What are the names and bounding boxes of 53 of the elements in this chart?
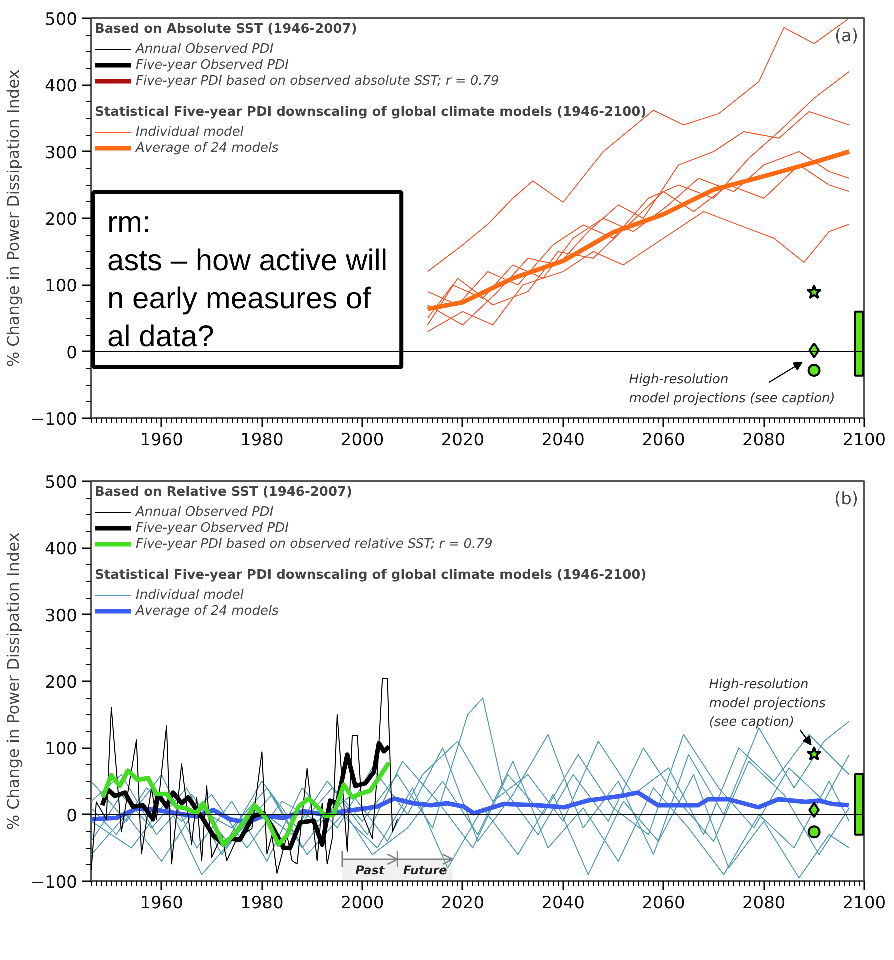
y-tick-label: 300 <box>45 606 78 626</box>
text: (a) <box>834 26 859 46</box>
x-tick-label: 2040 <box>542 430 585 450</box>
band-label: Past <box>356 864 386 878</box>
x-tick-label: 2020 <box>441 894 485 914</box>
x-tick-label: 2000 <box>340 894 384 914</box>
y-tick-label: 500 <box>45 10 78 30</box>
annotation: rm: asts – how active will n early measures of al data? <box>108 206 388 354</box>
annotation: High-resolution model projections (see caption) <box>629 372 836 406</box>
legend-label: Annual Observed PDI <box>136 41 274 57</box>
y-axis-title: % Change in Power Dissipation Index <box>4 70 23 368</box>
y-tick-label: 200 <box>45 673 78 693</box>
y-tick-label: −100 <box>30 873 78 893</box>
legend-label: Individual model <box>136 124 244 140</box>
legend-title: Based on Relative SST (1946-2007) <box>95 485 354 500</box>
y-tick-label: −100 <box>30 410 78 430</box>
x-tick-label: 2080 <box>742 430 786 450</box>
x-tick-label: 2020 <box>441 430 485 450</box>
legend-label: Average of 24 models <box>136 140 279 156</box>
y-tick-label: 100 <box>45 740 78 760</box>
y-tick-label: 300 <box>45 143 78 164</box>
legend-label: Five-year PDI based on observed relative SST; r = 0.79 <box>136 536 493 552</box>
x-tick-label: 2060 <box>642 430 686 450</box>
x-tick-label: 1980 <box>240 430 284 450</box>
x-tick-label: 2100 <box>842 430 886 450</box>
x-tick-label: 2100 <box>842 894 886 914</box>
y-tick-label: 500 <box>45 473 78 493</box>
x-tick-label: 1960 <box>140 430 184 450</box>
legend-label: Individual model <box>136 587 244 603</box>
legend-label: Average of 24 models <box>136 603 279 619</box>
text: Statistical Five-year PDI downscaling of global climate models (1946-2100) <box>95 105 647 120</box>
y-tick-label: 400 <box>45 76 78 97</box>
y-tick-label: 400 <box>45 540 78 560</box>
legend-label: Five-year PDI based on observed absolute SST; r = 0.79 <box>136 73 500 89</box>
x-tick-label: 1980 <box>240 894 284 914</box>
annotation: High-resolution model projections (see caption) <box>709 678 826 730</box>
y-tick-label: 200 <box>45 210 78 230</box>
legend-title: Based on Absolute SST (1946-2007) <box>95 22 358 37</box>
y-axis-title: % Change in Power Dissipation Index <box>4 532 23 830</box>
x-tick-label: 2080 <box>742 894 786 914</box>
y-tick-label: 0 <box>66 806 78 826</box>
text: (b) <box>834 490 859 510</box>
x-tick-label: 1960 <box>140 894 184 914</box>
y-tick-label: 100 <box>45 276 78 297</box>
x-tick-label: 2040 <box>542 894 585 914</box>
x-tick-label: 2000 <box>340 430 384 450</box>
x-tick-label: 2060 <box>642 894 686 914</box>
legend-label: Five-year Observed PDI <box>136 57 289 73</box>
legend-label: Annual Observed PDI <box>136 504 274 520</box>
legend-label: Five-year Observed PDI <box>136 520 289 536</box>
text: Statistical Five-year PDI downscaling of global climate models (1946-2100) <box>95 568 647 583</box>
band-label: Future <box>403 864 448 878</box>
y-tick-label: 0 <box>66 343 78 364</box>
